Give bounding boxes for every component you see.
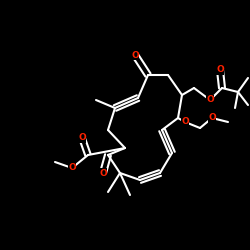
Text: O: O (78, 134, 86, 142)
Text: O: O (206, 96, 214, 104)
Text: O: O (216, 66, 224, 74)
Text: O: O (131, 50, 139, 59)
Text: O: O (181, 118, 189, 126)
Text: O: O (208, 114, 216, 122)
Text: O: O (99, 168, 107, 177)
Text: O: O (68, 164, 76, 172)
